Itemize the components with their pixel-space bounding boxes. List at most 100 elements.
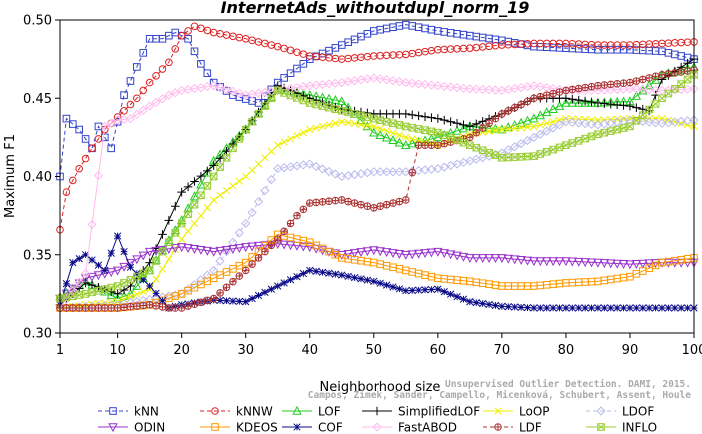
marker-shape bbox=[298, 242, 309, 252]
data-point bbox=[241, 218, 251, 229]
data-point bbox=[613, 80, 621, 88]
data-point bbox=[402, 196, 410, 204]
data-point bbox=[658, 70, 666, 79]
data-point bbox=[389, 199, 397, 207]
axes: 1 10 20 30 40 50 60 70 80 90 100 0.30 0.35 0.40 0.45 0.… bbox=[23, 14, 702, 359]
data-point bbox=[363, 202, 372, 211]
marker-shape bbox=[152, 275, 160, 283]
data-point bbox=[522, 135, 533, 146]
marker-shape bbox=[644, 80, 654, 90]
data-point bbox=[349, 249, 360, 259]
marker-shape bbox=[503, 254, 514, 264]
marker-shape bbox=[178, 235, 186, 243]
data-point bbox=[267, 94, 276, 103]
watermark-line: Unsupervised Outlier Detection. DAMI, 20… bbox=[445, 379, 691, 390]
data-point bbox=[267, 285, 275, 293]
marker-shape bbox=[504, 303, 512, 311]
marker-shape bbox=[446, 290, 455, 298]
marker-shape bbox=[458, 83, 469, 93]
data-point bbox=[440, 139, 449, 148]
marker-shape bbox=[120, 279, 128, 287]
marker-shape bbox=[69, 258, 77, 267]
marker-shape bbox=[536, 121, 544, 129]
marker-shape bbox=[626, 122, 634, 131]
marker-shape bbox=[650, 85, 661, 95]
data-point bbox=[119, 285, 129, 295]
marker-shape bbox=[158, 230, 167, 239]
data-point bbox=[618, 260, 629, 269]
data-point bbox=[254, 110, 263, 118]
marker-shape bbox=[511, 124, 519, 132]
marker-shape bbox=[522, 135, 533, 146]
marker-shape bbox=[208, 247, 219, 257]
marker-shape bbox=[114, 304, 121, 312]
marker-shape bbox=[618, 84, 629, 94]
data-point bbox=[535, 257, 546, 267]
marker-shape bbox=[165, 304, 173, 312]
data-point bbox=[126, 100, 135, 109]
data-point bbox=[510, 142, 520, 152]
marker-shape bbox=[645, 304, 653, 312]
data-point bbox=[317, 164, 328, 174]
marker-shape bbox=[280, 279, 288, 287]
marker-shape bbox=[177, 31, 186, 40]
data-point bbox=[562, 114, 570, 123]
data-point bbox=[69, 120, 77, 128]
data-point bbox=[670, 69, 679, 77]
legend-marker bbox=[211, 423, 219, 431]
marker-shape bbox=[388, 135, 398, 144]
data-point bbox=[638, 75, 647, 84]
marker-shape bbox=[210, 172, 218, 181]
marker-shape bbox=[388, 249, 398, 259]
data-point bbox=[132, 280, 142, 290]
marker-shape bbox=[426, 80, 437, 90]
marker-shape bbox=[440, 288, 448, 296]
marker-shape bbox=[183, 244, 193, 254]
y-tick-label: 0.50 bbox=[23, 14, 52, 29]
data-point bbox=[242, 298, 250, 306]
data-point bbox=[541, 257, 552, 267]
data-point bbox=[279, 240, 289, 250]
data-point bbox=[94, 122, 103, 131]
marker-shape bbox=[221, 245, 232, 255]
data-point bbox=[504, 106, 513, 115]
data-point bbox=[235, 272, 244, 280]
marker-shape bbox=[581, 304, 589, 312]
data-point bbox=[241, 125, 250, 134]
data-point bbox=[190, 300, 199, 309]
x-tick-label: 70 bbox=[494, 343, 511, 358]
data-point bbox=[318, 122, 327, 131]
data-point bbox=[599, 259, 610, 269]
data-point bbox=[253, 196, 264, 207]
marker-shape bbox=[184, 34, 192, 43]
data-point bbox=[631, 116, 641, 126]
data-point bbox=[491, 114, 500, 123]
data-point bbox=[529, 257, 539, 267]
marker-shape bbox=[439, 115, 449, 125]
marker-shape bbox=[543, 304, 551, 312]
marker-shape bbox=[133, 273, 141, 281]
marker-shape bbox=[631, 84, 641, 94]
marker-shape bbox=[158, 65, 167, 73]
data-point bbox=[126, 263, 135, 271]
data-point bbox=[338, 271, 346, 279]
data-point bbox=[465, 254, 475, 264]
data-point bbox=[369, 204, 378, 212]
data-point bbox=[670, 85, 680, 95]
data-point bbox=[234, 244, 245, 254]
marker-shape bbox=[306, 125, 314, 134]
marker-shape bbox=[600, 129, 608, 137]
data-point bbox=[516, 117, 526, 127]
marker-shape bbox=[132, 109, 142, 120]
marker-shape bbox=[325, 121, 333, 129]
data-point bbox=[152, 302, 160, 310]
data-point bbox=[337, 250, 347, 260]
marker-shape bbox=[494, 423, 502, 431]
marker-shape bbox=[337, 250, 347, 260]
data-point bbox=[555, 88, 564, 96]
marker-shape bbox=[260, 241, 270, 251]
marker-shape bbox=[638, 116, 648, 127]
marker-shape bbox=[209, 81, 219, 91]
marker-shape bbox=[229, 278, 237, 285]
marker-shape bbox=[106, 118, 116, 128]
